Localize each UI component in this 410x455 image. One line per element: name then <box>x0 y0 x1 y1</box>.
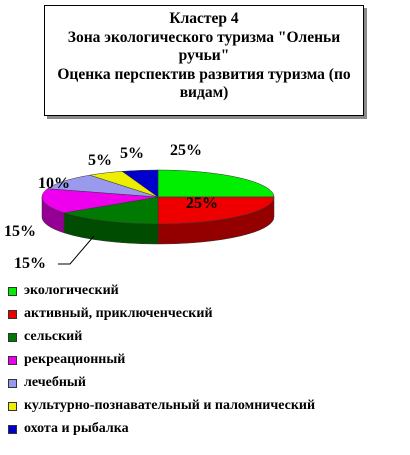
pie-slice-3 <box>41 188 159 214</box>
pie-data-label-2: 15% <box>14 255 46 272</box>
pie-slice-0 <box>157 169 275 198</box>
legend-label-ecological: экологический <box>24 283 119 298</box>
pie-slice-1 <box>157 196 275 225</box>
legend-label-cultural: культурно-познавательный и паломнический <box>24 398 316 413</box>
legend-swatch-recreational <box>8 356 17 365</box>
legend-label-recreational: рекреационный <box>24 352 126 367</box>
legend-swatch-hunting <box>8 425 17 434</box>
chart-title-line-3: Оценка перспектив развития туризма (по в… <box>57 65 351 102</box>
pie-data-label-4: 10% <box>38 175 70 192</box>
legend-swatch-cultural <box>8 402 17 411</box>
legend-label-medical: лечебный <box>24 375 86 390</box>
legend-swatch-ecological <box>8 287 17 296</box>
pie-data-label-0: 25% <box>170 142 202 159</box>
pie-data-label-6: 5% <box>120 145 144 162</box>
legend-swatch-active <box>8 310 17 319</box>
pie-data-label-1: 25% <box>186 195 218 212</box>
legend-label-active: активный, приключенческий <box>24 306 213 321</box>
pie-chart: 25% 25% 15% 15% 10% 5% 5% <box>4 142 275 272</box>
legend-swatch-rural <box>8 333 17 342</box>
pie-slice-2 <box>64 196 159 225</box>
pie-slice-6 <box>121 169 159 198</box>
leader-line-rural <box>58 235 95 265</box>
legend-swatch-medical <box>8 379 17 388</box>
chart-title-line-1: Кластер 4 <box>169 10 239 27</box>
pie-slice-4 <box>46 174 159 198</box>
pie-data-label-5: 5% <box>88 152 112 169</box>
chart-title-box: Кластер 4 Зона экологического туризма "О… <box>44 5 364 116</box>
legend-label-rural: сельский <box>24 329 83 344</box>
legend-label-hunting: охота и рыбалка <box>24 421 129 436</box>
chart-title-line-2: Зона экологического туризма "Оленьи ручь… <box>67 28 341 65</box>
pie-data-label-3: 15% <box>4 223 36 240</box>
